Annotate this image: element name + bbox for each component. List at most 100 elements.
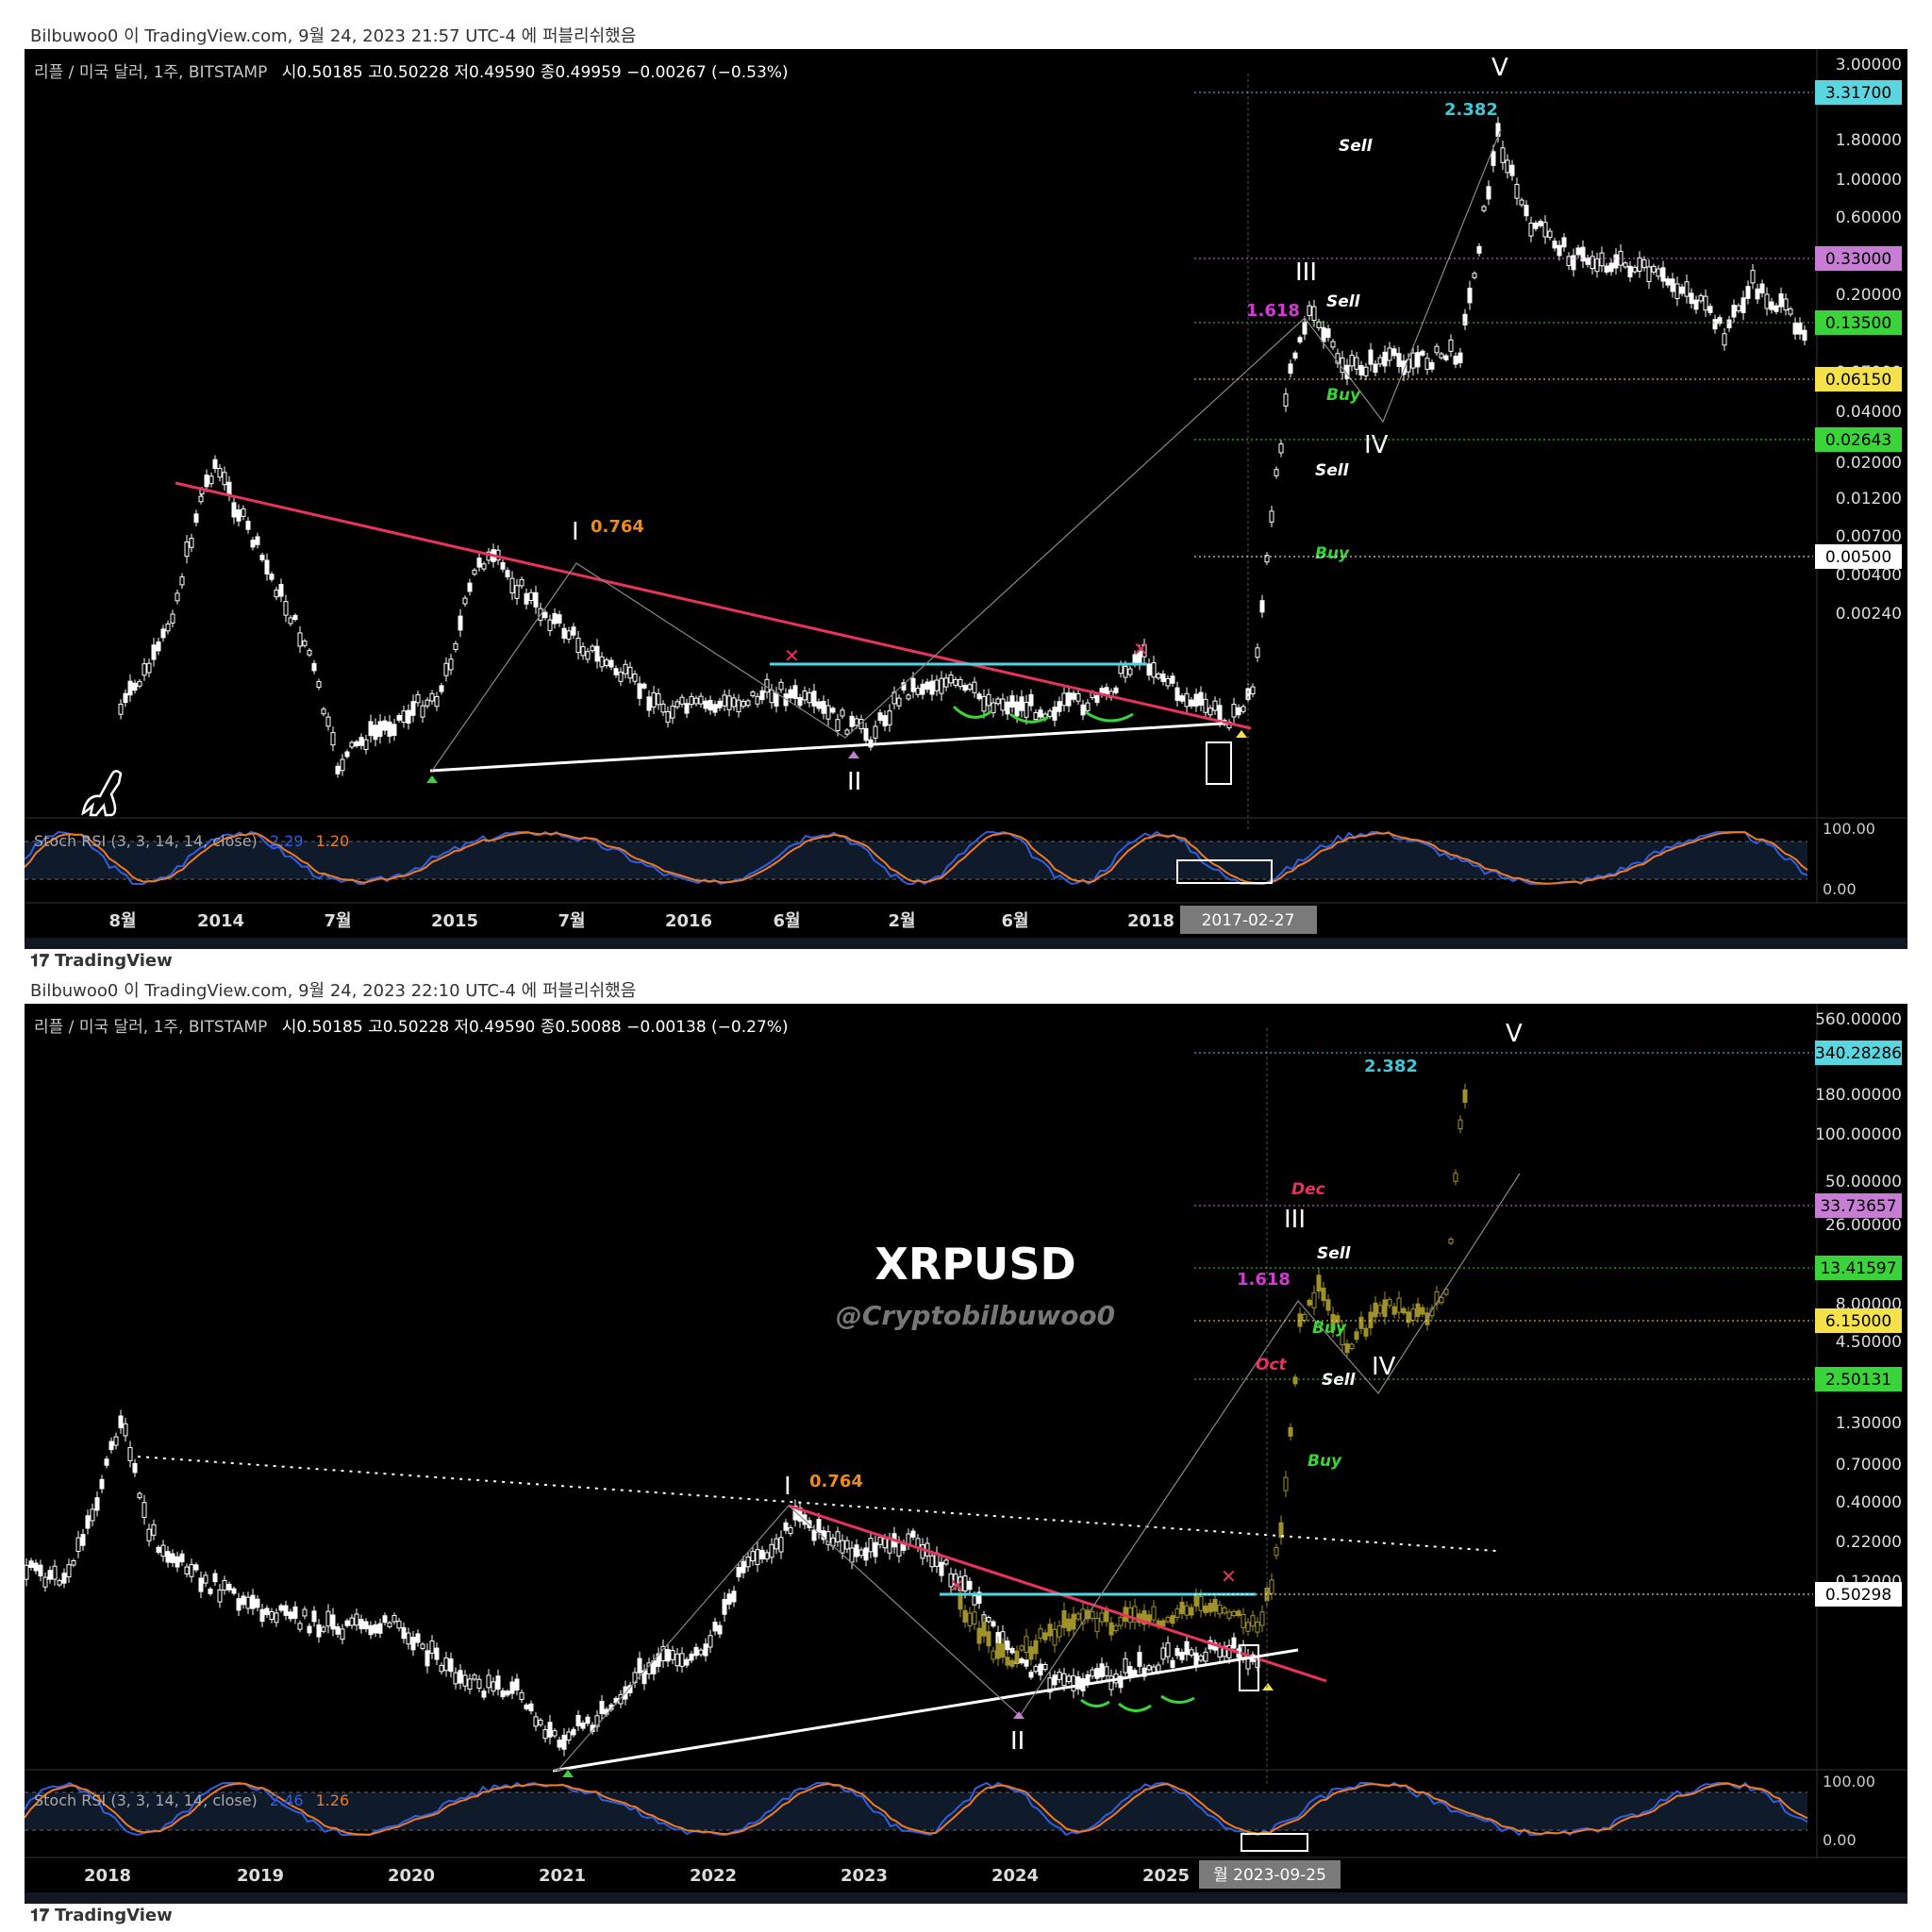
candle [1080, 704, 1086, 716]
candle [208, 475, 214, 485]
candle [1524, 205, 1529, 217]
candle [1590, 256, 1595, 270]
candle [585, 1716, 591, 1724]
price-tag [1815, 310, 1902, 335]
candle [910, 1530, 916, 1538]
wave-label: IV [1364, 431, 1389, 459]
candle [1302, 1313, 1307, 1321]
candle [151, 644, 157, 660]
candle [670, 706, 675, 719]
candle [1057, 1624, 1062, 1638]
support-trendline [429, 722, 1224, 773]
dinosaur-icon [81, 770, 123, 817]
candle [981, 695, 987, 712]
candle [358, 1619, 364, 1630]
candle [1462, 313, 1468, 325]
candle [434, 1647, 440, 1660]
candle [425, 1650, 430, 1667]
candle [778, 1537, 784, 1553]
candle [439, 685, 444, 692]
candle [1462, 1089, 1468, 1104]
candle [835, 1531, 841, 1542]
candle [811, 1529, 817, 1541]
candle [283, 1605, 289, 1616]
price-tags: 3.31700 0.33000 0.13500 0.06150 0.02643 0.005… [1194, 80, 1902, 569]
crosshair-date: 2017-02-27 [1202, 911, 1295, 930]
candle [1113, 687, 1119, 693]
chart-area[interactable]: 리플 / 미국 달러, 1주, BITSTAMP 시0.50185 고0.502… [24, 49, 1907, 938]
candle [736, 699, 741, 712]
time-axis-tick: 2020 [388, 1866, 435, 1886]
candle [976, 1591, 982, 1605]
candle [1651, 265, 1657, 273]
candle [1061, 1673, 1067, 1687]
candle [274, 590, 279, 598]
tradingview-footer[interactable]: 𝟏𝟕 TradingView [25, 949, 1907, 974]
candle [1047, 710, 1053, 717]
candle [71, 1560, 76, 1566]
candle [1703, 295, 1708, 311]
candle [769, 1543, 774, 1558]
signal-label: Buy [1326, 386, 1361, 405]
cup-marker [1080, 1698, 1110, 1707]
candle [1189, 1607, 1194, 1616]
tradingview-logo-icon: 𝟏𝟕 [30, 1906, 50, 1925]
candle [500, 1690, 506, 1698]
candle [137, 1492, 142, 1499]
candle [1127, 1666, 1133, 1677]
wave-label: I [784, 1473, 791, 1501]
candle [1689, 292, 1694, 305]
candle [708, 1635, 713, 1648]
publish-header: Bilbuwoo0 이 TradingView.com, 9월 24, 2023… [25, 979, 1907, 1004]
tradingview-footer[interactable]: 𝟏𝟕 TradingView [25, 1904, 1907, 1928]
candle [774, 1538, 779, 1550]
time-axis[interactable]: 201820192020202120222023202420252026 [25, 1857, 1907, 1886]
candle [976, 693, 982, 700]
candle [231, 502, 237, 518]
candle [1170, 1659, 1175, 1668]
candle [1292, 1376, 1298, 1385]
candle [1024, 1659, 1029, 1667]
candle [514, 585, 520, 599]
candle [321, 1626, 326, 1632]
candle [292, 614, 298, 621]
candle [722, 1599, 727, 1615]
candle [778, 681, 784, 691]
candle [590, 645, 595, 652]
candle [1307, 305, 1312, 316]
price-axis[interactable]: 560.00000 180.00000 100.00000 50.00000 26.00… [1815, 1004, 1902, 1857]
candle [1453, 1173, 1458, 1182]
candle [448, 1657, 454, 1673]
candle [528, 1703, 534, 1712]
candle [557, 1740, 562, 1748]
candle [915, 688, 921, 695]
candle [415, 1633, 421, 1643]
candle [561, 1734, 567, 1750]
chart-area[interactable]: 리플 / 미국 달러, 1주, BITSTAMP 시0.50185 고0.502… [24, 1004, 1907, 1892]
candle [816, 701, 822, 709]
candle [443, 662, 449, 676]
time-axis[interactable]: 8월20147월20157월20166월2월6월20186월 [25, 902, 1907, 931]
candle [1236, 1610, 1241, 1617]
candle [226, 1583, 232, 1591]
price-tag-label: 0.06150 [1825, 371, 1891, 390]
price-chart-svg[interactable]: 리플 / 미국 달러, 1주, BITSTAMP 시0.50185 고0.502… [24, 49, 1907, 938]
candle [1189, 1649, 1194, 1656]
candle [1052, 1674, 1058, 1686]
candle [1156, 673, 1161, 679]
candle [962, 1609, 968, 1623]
candle [108, 1441, 114, 1451]
candle [972, 681, 977, 693]
candle [1439, 353, 1444, 358]
candle [1476, 245, 1482, 254]
candle [519, 1691, 525, 1700]
candle [1491, 151, 1496, 166]
candle [189, 1564, 194, 1577]
candle [811, 691, 817, 707]
candle [726, 1593, 732, 1606]
candle [995, 698, 1001, 705]
candle [939, 1561, 944, 1576]
price-chart-svg[interactable]: 리플 / 미국 달러, 1주, BITSTAMP 시0.50185 고0.502… [24, 1004, 1907, 1892]
candle [1250, 1615, 1256, 1627]
candle [509, 577, 515, 594]
